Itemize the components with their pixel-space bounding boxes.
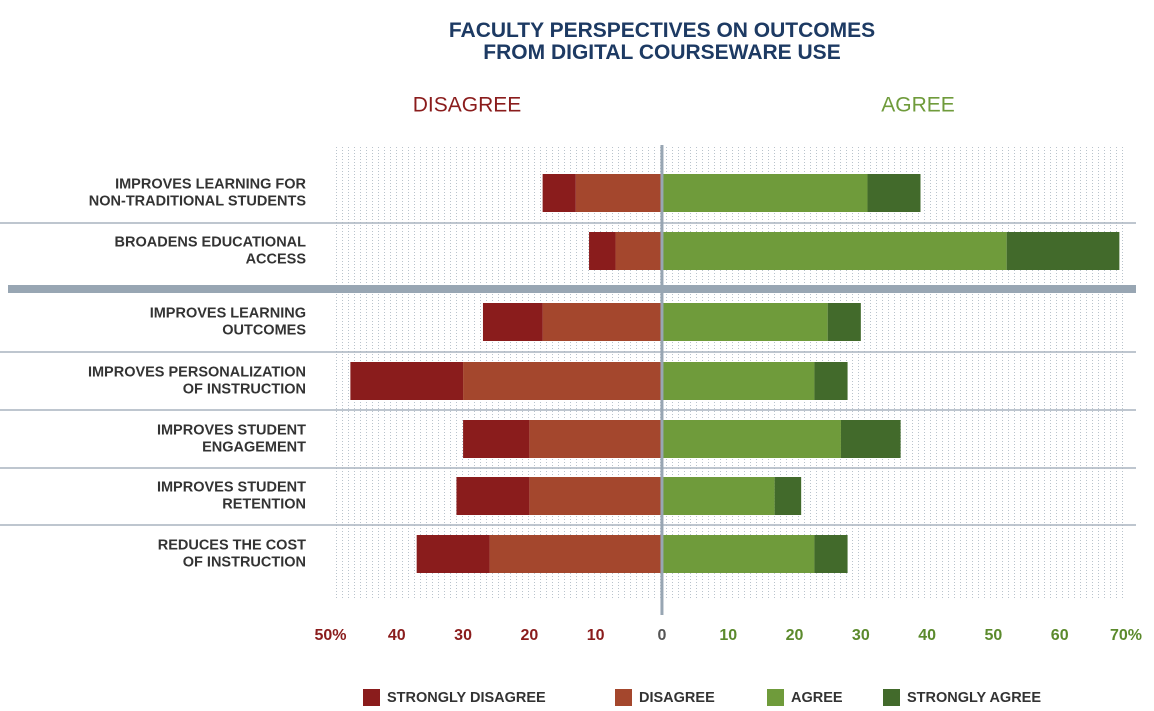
x-tick-label: 0	[658, 627, 667, 644]
bar-segment	[529, 420, 662, 458]
legend-label: AGREE	[791, 690, 843, 706]
category-label: REDUCES THE COST OF INSTRUCTION	[158, 537, 306, 570]
bar-segment	[350, 362, 464, 400]
bar-segment	[661, 303, 828, 341]
bar-segment	[542, 303, 662, 341]
bar-segment	[416, 535, 490, 573]
x-tick-label: 20	[520, 627, 538, 644]
agree-header: AGREE	[881, 94, 955, 117]
x-tick-label: 40	[918, 627, 936, 644]
x-tick-label: 70%	[1110, 627, 1142, 644]
bar-segment	[867, 174, 921, 212]
x-tick-label: 10	[587, 627, 605, 644]
category-label: IMPROVES LEARNING OUTCOMES	[150, 305, 307, 338]
bar-segment	[575, 174, 662, 212]
legend-swatch	[883, 689, 900, 706]
legend-label: STRONGLY AGREE	[907, 690, 1041, 706]
bar-segment	[661, 362, 815, 400]
bar-segment	[661, 477, 775, 515]
category-label: IMPROVES STUDENT ENGAGEMENT	[157, 422, 306, 455]
category-label: IMPROVES PERSONALIZATION OF INSTRUCTION	[88, 364, 306, 397]
category-label: IMPROVES LEARNING FOR NON-TRADITIONAL STU…	[89, 176, 307, 209]
group-separator	[8, 285, 1136, 293]
category-label: IMPROVES STUDENT RETENTION	[157, 479, 306, 512]
x-tick-label: 50	[985, 627, 1003, 644]
legend-swatch	[767, 689, 784, 706]
bar-segment	[589, 232, 616, 270]
bar-segment	[1006, 232, 1120, 270]
x-tick-label: 30	[852, 627, 870, 644]
bar-segment	[529, 477, 662, 515]
bar-segment	[661, 420, 841, 458]
bar-segment	[814, 535, 848, 573]
bar-segment	[661, 232, 1007, 270]
bar-segment	[482, 303, 543, 341]
bar-segment	[463, 420, 530, 458]
chart-title: FACULTY PERSPECTIVES ON OUTCOMES FROM DIG…	[449, 19, 875, 64]
bar-segment	[827, 303, 861, 341]
x-tick-label: 10	[719, 627, 737, 644]
bar-segment	[774, 477, 802, 515]
category-label: BROADENS EDUCATIONAL ACCESS	[115, 234, 307, 267]
bar-segment	[661, 535, 815, 573]
bar-segment	[463, 362, 662, 400]
x-tick-label: 60	[1051, 627, 1069, 644]
disagree-header: DISAGREE	[413, 94, 522, 117]
legend-swatch	[615, 689, 632, 706]
x-tick-label: 50%	[314, 627, 346, 644]
bar-segment	[814, 362, 848, 400]
legend-label: STRONGLY DISAGREE	[387, 690, 546, 706]
bar-segment	[840, 420, 901, 458]
bar-segment	[661, 174, 868, 212]
x-tick-label: 20	[786, 627, 804, 644]
x-tick-label: 30	[454, 627, 472, 644]
bar-segment	[615, 232, 662, 270]
legend-swatch	[363, 689, 380, 706]
bar-segment	[456, 477, 530, 515]
x-tick-label: 40	[388, 627, 406, 644]
bar-segment	[489, 535, 662, 573]
legend-label: DISAGREE	[639, 690, 715, 706]
bar-segment	[542, 174, 576, 212]
